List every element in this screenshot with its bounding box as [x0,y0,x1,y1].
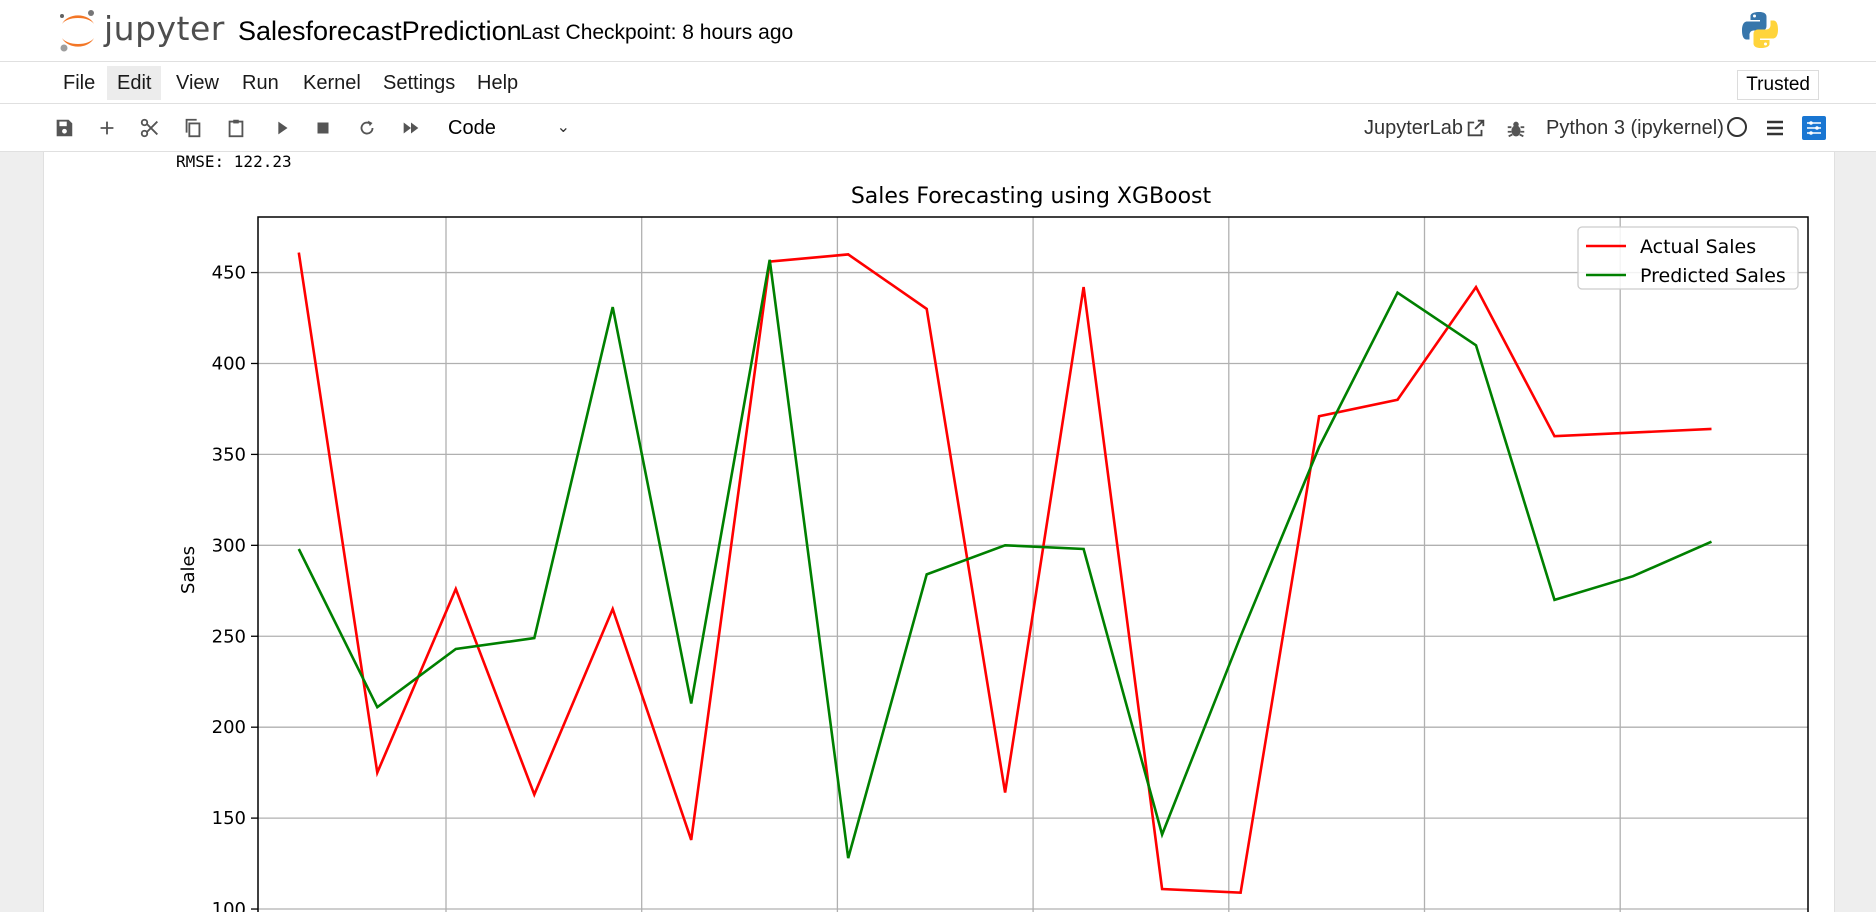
notebook-title[interactable]: SalesforecastPrediction [238,16,522,46]
cell-type-select[interactable]: Code ⌄ [440,112,578,144]
menu-settings[interactable]: Settings [383,72,456,94]
stop-icon [317,122,329,134]
property-inspector-button[interactable] [1802,116,1826,140]
menu-kernel[interactable]: Kernel [303,72,361,94]
jupyter-logo-text: jupyter [104,9,225,48]
restart-icon [360,120,374,135]
series-line-predicted-sales [297,259,1713,859]
y-tick-label: 150 [212,808,246,829]
restart-button[interactable] [353,114,381,142]
cut-button[interactable] [136,114,164,142]
y-axis-label: Sales [178,546,199,594]
y-tick-label: 100 [212,899,246,912]
save-button[interactable] [50,114,78,142]
y-tick-label: 300 [212,535,246,556]
notebook-toolbar: Code ⌄ JupyterLab Python 3 (ipykernel) [0,104,1876,152]
chart-title: Sales Forecasting using XGBoost [851,184,1212,209]
fast-forward-icon [403,122,419,134]
play-icon [278,121,288,135]
debugger-bug-icon[interactable] [1505,118,1527,140]
menu-edit[interactable]: Edit [107,66,162,100]
list-icon[interactable] [1765,118,1785,138]
run-all-button[interactable] [397,114,425,142]
sliders-icon [1807,121,1821,135]
copy-icon [185,118,201,138]
legend-label: Actual Sales [1640,236,1756,258]
paste-icon [228,119,244,138]
kernel-name[interactable]: Python 3 (ipykernel) [1546,117,1724,139]
y-tick-label: 350 [212,444,246,465]
paste-button[interactable] [222,114,250,142]
sales-forecast-chart: Sales Forecasting using XGBoost Sales 10… [178,184,1809,912]
chevron-down-icon: ⌄ [556,119,570,136]
save-icon [56,119,73,137]
kernel-idle-icon [1727,117,1747,137]
rmse-output: RMSE: 122.23 [176,152,292,171]
run-button[interactable] [268,114,296,142]
menu-run[interactable]: Run [242,72,279,94]
menu-file[interactable]: File [63,72,96,94]
jupyterlab-link[interactable]: JupyterLab [1364,117,1463,139]
series-line-actual-sales [297,252,1712,895]
external-link-icon[interactable] [1465,117,1487,139]
checkpoint-status: Last Checkpoint: 8 hours ago [520,21,794,44]
jupyter-logo-icon[interactable] [58,8,98,54]
cell-type-value: Code [448,117,496,139]
trusted-indicator[interactable]: Trusted [1737,70,1819,100]
scissors-icon [140,118,158,138]
add-cell-button[interactable] [93,114,121,142]
stop-button[interactable] [309,114,337,142]
copy-button[interactable] [179,114,207,142]
menu-view[interactable]: View [176,72,219,94]
menu-bar: File Edit View Run Kernel Settings Help … [0,62,1876,104]
y-tick-label: 250 [212,626,246,647]
plus-icon [100,121,114,135]
legend-label: Predicted Sales [1640,265,1786,287]
y-tick-label: 450 [212,263,246,284]
notebook-header: jupyter SalesforecastPrediction Last Che… [0,0,1876,62]
y-tick-label: 200 [212,717,246,738]
plot-frame [257,216,1809,912]
y-tick-label: 400 [212,353,246,374]
python-logo-icon [1742,12,1778,48]
menu-help[interactable]: Help [477,72,519,94]
chart-legend [1577,226,1799,290]
